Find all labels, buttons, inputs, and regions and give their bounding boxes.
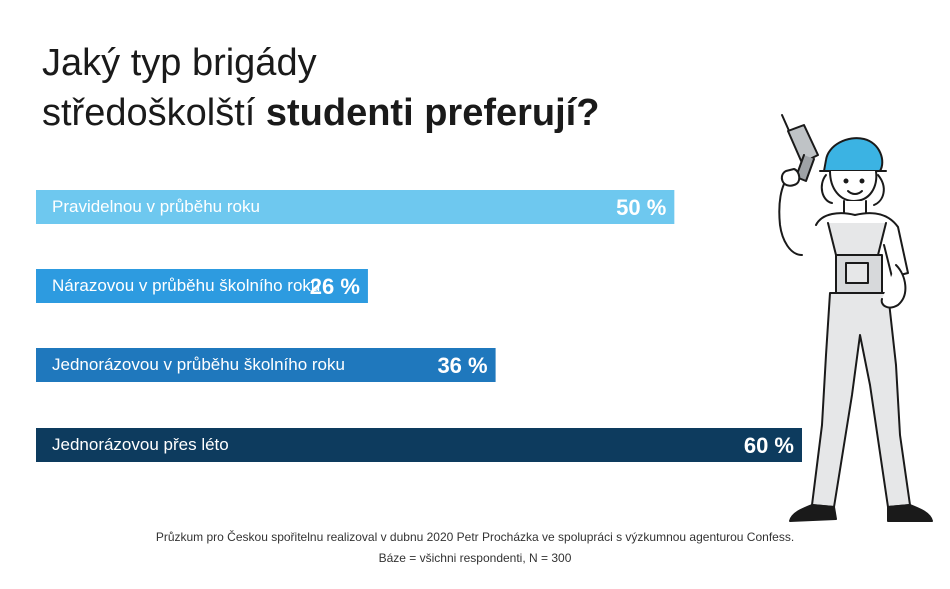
bar-3 (36, 428, 802, 462)
footnote-base: Báze = všichni respondenti, N = 300 (378, 551, 572, 565)
bar-0 (36, 190, 675, 224)
footnote-source: Průzkum pro Českou spořitelnu realizoval… (155, 530, 795, 544)
bar-category-label-1: Nárazovou v průběhu školního roku (52, 276, 320, 295)
title-line-2: středoškolští studenti preferují? (42, 88, 599, 138)
bar-category-label-0: Pravidelnou v průběhu roku (52, 197, 260, 216)
chart-title: Jaký typ brigády středoškolští studenti … (42, 38, 599, 138)
bar-2 (36, 348, 496, 382)
bar-1 (36, 269, 368, 303)
title-line-2-regular: středoškolští (42, 92, 266, 134)
title-line-2-bold: studenti preferují? (265, 92, 600, 134)
drill-icon (781, 114, 819, 182)
bar-value-label-2: 36 % (437, 353, 487, 378)
bar-value-label-1: 26 % (310, 274, 360, 299)
bar-category-label-2: Jednorázovou v průběhu školního roku (52, 355, 345, 374)
worker-with-drill-icon (778, 114, 933, 522)
title-line-1: Jaký typ brigády (42, 42, 317, 84)
bar-category-label-3: Jednorázovou přes léto (52, 435, 229, 454)
bar-value-label-3: 60 % (744, 433, 794, 458)
bar-value-label-0: 50 % (616, 195, 666, 220)
